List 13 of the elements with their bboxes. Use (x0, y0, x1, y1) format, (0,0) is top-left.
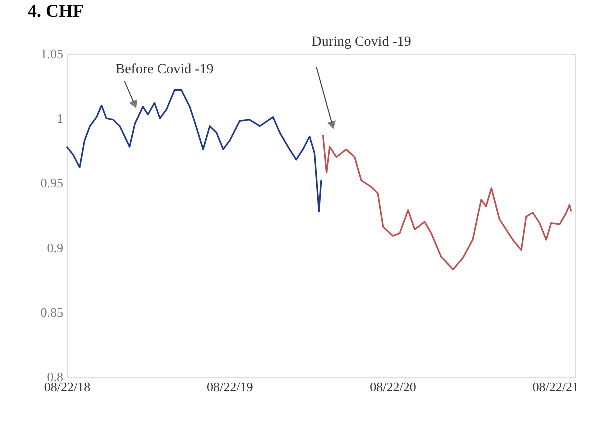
x-tick-label: 08/22/21 (532, 380, 580, 394)
y-tick-label: 0.9 (47, 240, 64, 256)
annotation: Before Covid -19 (116, 62, 214, 78)
line-series (66, 89, 322, 212)
x-tick-label: 08/22/19 (207, 380, 254, 394)
y-tick-label: 0.95 (40, 176, 64, 191)
y-tick-label: 1.05 (40, 46, 64, 62)
line-series (322, 134, 572, 271)
x-tick-label: 08/22/20 (370, 380, 416, 394)
y-tick-label: 0.85 (40, 304, 64, 320)
y-tick-label: 1 (57, 111, 64, 126)
chart-title: 4. CHF (28, 1, 84, 22)
annotation: During Covid -19 (312, 35, 412, 50)
